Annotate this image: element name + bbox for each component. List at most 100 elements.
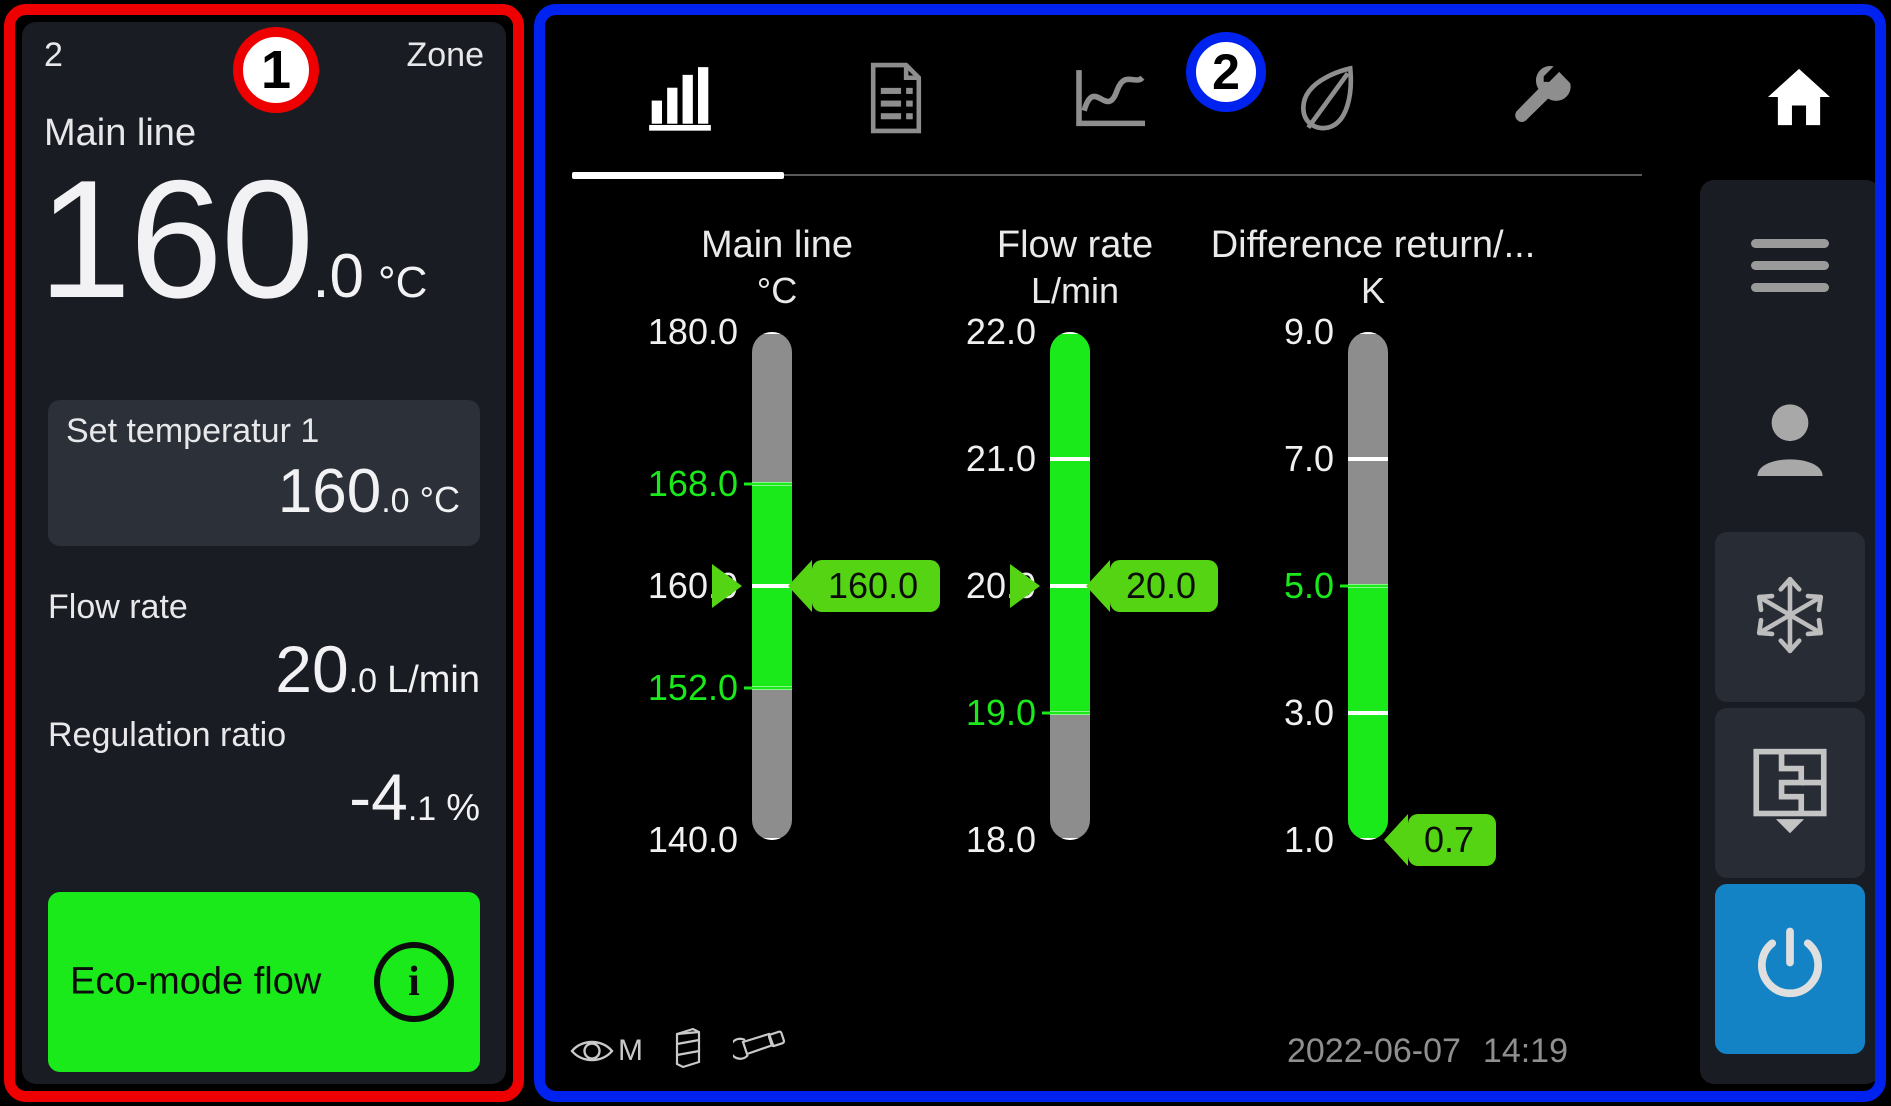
sidebar-button-snowflake-cooling[interactable]: [1715, 532, 1865, 702]
gauge-value-badge: 0.7: [1408, 814, 1497, 866]
home-icon[interactable]: [1764, 66, 1834, 133]
gauge-setpoint-marker: [1010, 564, 1040, 608]
tab-trend-chart[interactable]: [1004, 30, 1220, 170]
gauge-unit: °C: [756, 270, 798, 311]
flow-rate-int: 20: [275, 632, 349, 706]
gauge-title: Flow rate: [996, 224, 1154, 266]
main-content-panel: Main line °C 180.0 168.0 160.0 152.0 140.0 160.…: [552, 22, 1868, 1084]
main-temperature-dec: .0: [312, 242, 365, 311]
gauge-bar[interactable]: [1050, 332, 1090, 840]
gauge-tick-label: 9.0: [1283, 311, 1334, 352]
toolbar-divider: [572, 174, 1642, 176]
set-temperature-dec: .0: [381, 482, 410, 520]
info-icon[interactable]: i: [374, 942, 454, 1022]
active-tab-underline: [572, 172, 784, 179]
status-time: 14:19: [1482, 1032, 1568, 1070]
sidebar-button-user-account[interactable]: [1715, 356, 1865, 526]
gauge-tick-label: 152.0: [647, 666, 738, 708]
zone-overview-panel[interactable]: 2 Zone Main line 160 .0 °C Set temperatu…: [22, 22, 506, 1084]
gauge-setpoint-marker: [712, 564, 742, 608]
gauge-value-text: 0.7: [1424, 819, 1475, 860]
regulation-ratio-int: -4: [349, 760, 408, 834]
document-list-icon: [865, 60, 927, 141]
gauge-tick-label: 5.0: [1283, 565, 1334, 606]
status-date: 2022-06-07: [1286, 1032, 1461, 1070]
bar-chart-icon: [643, 62, 717, 139]
gauge-tick-line: [1050, 457, 1090, 461]
gauge-tick-line: [752, 332, 792, 334]
flow-rate-label: Flow rate: [48, 588, 188, 626]
regulation-ratio-metric: Regulation ratio -4 .1 %: [48, 716, 480, 835]
zone-header: 2 Zone: [22, 22, 506, 86]
tab-document-list[interactable]: [788, 30, 1004, 170]
snowflake-cooling-icon: [1749, 574, 1831, 661]
regulation-ratio-dec: .1: [407, 790, 437, 828]
hamburger-menu-icon: [1751, 238, 1829, 292]
tab-bar-chart[interactable]: [572, 30, 788, 170]
main-tab-toolbar[interactable]: [572, 30, 1652, 170]
user-account-icon: [1751, 399, 1829, 484]
set-temperature-field[interactable]: Set temperatur 1 160 .0 °C: [48, 400, 480, 546]
gauge-title: Difference return/...: [1210, 224, 1536, 266]
flow-rate-dec: .0: [348, 662, 378, 700]
right-sidebar[interactable]: [1700, 180, 1880, 1084]
battery-module-icon[interactable]: [673, 1026, 703, 1075]
zone-number: 2: [44, 36, 63, 74]
sidebar-button-power[interactable]: [1715, 884, 1865, 1054]
wrench-icon: [1512, 62, 1576, 139]
sidebar-button-hamburger-menu[interactable]: [1715, 180, 1865, 350]
gauge-tick-label: 7.0: [1283, 438, 1334, 479]
main-temperature-int: 160: [38, 145, 314, 333]
status-icon-group: M: [570, 1026, 791, 1075]
gauge-tick-line: [1050, 332, 1090, 334]
gauge-tick-label: 140.0: [647, 819, 738, 860]
gauge-tick-leader: [744, 686, 792, 690]
flow-rate-unit: L/min: [387, 659, 480, 701]
eye-mode-label: M: [618, 1033, 643, 1067]
gauge-tick-label: 18.0: [965, 819, 1036, 860]
tab-leaf[interactable]: [1220, 30, 1436, 170]
gauge-fill: [1050, 332, 1090, 713]
gauge-tick-line: [752, 584, 792, 588]
zone-title: Main line: [44, 112, 197, 154]
gauge-title: Main line: [700, 224, 854, 266]
gauge-tick-label: 19.0: [965, 692, 1036, 733]
sidebar-button-zone-layout[interactable]: [1715, 708, 1865, 878]
gauge-unit: L/min: [1030, 270, 1120, 311]
tab-wrench[interactable]: [1436, 30, 1652, 170]
gauge-tick-leader: [1340, 584, 1388, 588]
gauge-tick-line: [1348, 457, 1388, 461]
flow-rate-value: 20 .0 L/min: [48, 631, 480, 707]
set-temperature-unit: °C: [419, 479, 460, 520]
gauge-value-text: 160.0: [828, 565, 919, 606]
gauge-tick-label: 3.0: [1283, 692, 1334, 733]
power-icon: [1751, 927, 1829, 1012]
gauge-tick-line: [1050, 838, 1090, 840]
gauge-tick-line: [1348, 711, 1388, 715]
eye-icon[interactable]: M: [570, 1034, 643, 1068]
zone-label: Zone: [406, 36, 485, 74]
gauge-tick-line: [1348, 332, 1388, 334]
hamburger-menu-icon: [1751, 238, 1829, 292]
regulation-ratio-label: Regulation ratio: [48, 716, 287, 754]
gauge-value-badge: 160.0: [812, 560, 941, 612]
gauge-bar[interactable]: [752, 332, 792, 840]
annotation-badge-2: 2: [1186, 32, 1266, 112]
zone-layout-icon: [1747, 746, 1833, 841]
gauge-tick-line: [1348, 838, 1388, 840]
set-temperature-label: Set temperatur 1: [66, 412, 320, 450]
gauge-tick-label: 1.0: [1283, 819, 1334, 860]
regulation-ratio-unit: %: [446, 787, 480, 829]
set-temperature-value: 160 .0 °C: [278, 456, 460, 527]
gauge-tick-leader: [1042, 711, 1090, 715]
eco-mode-flow-label: Eco-mode flow: [70, 960, 322, 1003]
trend-chart-icon: [1073, 65, 1151, 136]
main-temperature-unit: °C: [378, 258, 428, 307]
gauge-tick-line: [1050, 584, 1090, 588]
eco-mode-flow-button[interactable]: Eco-mode flow i: [48, 892, 480, 1072]
gauge-unit: K: [1360, 270, 1385, 311]
gauge-tick-line: [752, 838, 792, 840]
usb-stick-icon[interactable]: [729, 1028, 791, 1073]
datetime-display: 2022-06-07 14:19: [1287, 1032, 1568, 1071]
